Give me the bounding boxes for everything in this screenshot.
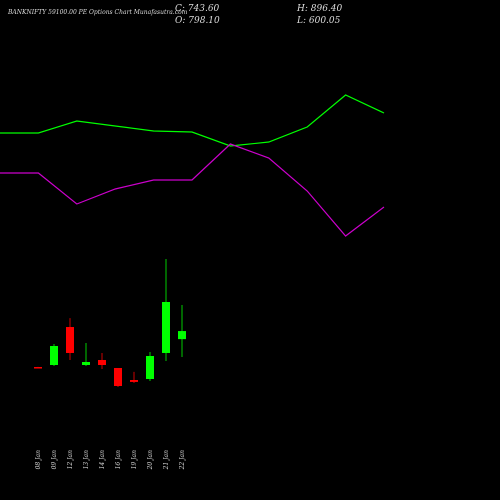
x-tick-label: 19 Jan	[131, 450, 138, 470]
candle-body	[34, 367, 42, 369]
x-tick-label: 21 Jan	[163, 450, 170, 471]
x-tick-label: 08 Jan	[35, 450, 42, 470]
stat-open: O: 798.10	[175, 16, 220, 26]
candle-body	[98, 360, 106, 365]
candle-body	[82, 362, 90, 365]
candle-body	[178, 331, 186, 340]
x-tick-label: 14 Jan	[99, 450, 106, 470]
candle-body	[114, 368, 122, 386]
candle-body	[162, 302, 170, 353]
indicator-line	[0, 143, 385, 237]
chart-title: BANKNIFTY 59100.00 PE Options Chart Muna…	[7, 9, 188, 16]
candle-body	[66, 327, 74, 353]
x-tick-label: 09 Jan	[51, 450, 58, 470]
x-tick-label: 16 Jan	[115, 450, 122, 470]
x-tick-label: 12 Jan	[67, 450, 74, 470]
x-tick-label: 20 Jan	[147, 450, 154, 471]
x-tick-label: 13 Jan	[83, 450, 90, 470]
indicator-line	[0, 94, 385, 147]
candle-body	[50, 346, 58, 365]
stat-high: H: 896.40	[296, 4, 343, 14]
candle-body	[146, 356, 154, 379]
stat-close: C: 743.60	[175, 4, 220, 14]
stat-low: L: 600.05	[296, 16, 341, 26]
x-tick-label: 22 Jan	[179, 450, 186, 471]
candle-body	[130, 380, 138, 382]
